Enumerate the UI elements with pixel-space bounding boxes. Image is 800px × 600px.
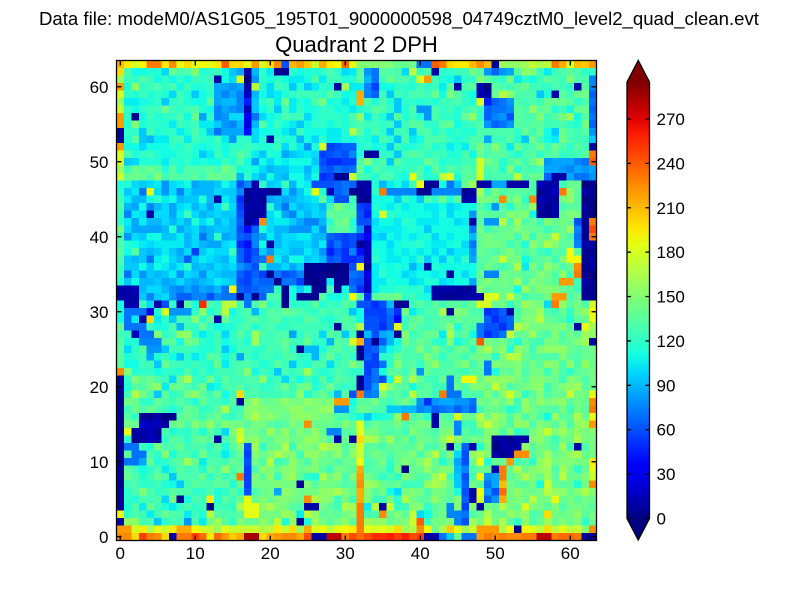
svg-text:30: 30 xyxy=(657,465,676,484)
svg-text:270: 270 xyxy=(657,110,685,129)
svg-text:210: 210 xyxy=(657,199,685,218)
svg-text:180: 180 xyxy=(657,243,685,262)
svg-text:10: 10 xyxy=(90,453,109,472)
svg-text:60: 60 xyxy=(657,421,676,440)
svg-text:30: 30 xyxy=(90,303,109,322)
svg-text:0: 0 xyxy=(116,544,125,563)
svg-text:150: 150 xyxy=(657,288,685,307)
svg-text:50: 50 xyxy=(90,153,109,172)
svg-text:Data file: modeM0/AS1G05_195T0: Data file: modeM0/AS1G05_195T01_90000005… xyxy=(39,8,760,30)
svg-text:20: 20 xyxy=(261,544,280,563)
svg-text:90: 90 xyxy=(657,376,676,395)
svg-text:240: 240 xyxy=(657,154,685,173)
svg-text:30: 30 xyxy=(336,544,355,563)
svg-text:0: 0 xyxy=(99,528,108,547)
svg-text:0: 0 xyxy=(657,510,666,529)
svg-text:Quadrant 2 DPH: Quadrant 2 DPH xyxy=(275,32,438,57)
svg-text:120: 120 xyxy=(657,332,685,351)
svg-text:60: 60 xyxy=(561,544,580,563)
svg-text:50: 50 xyxy=(486,544,505,563)
svg-text:40: 40 xyxy=(411,544,430,563)
svg-text:10: 10 xyxy=(186,544,205,563)
svg-text:60: 60 xyxy=(90,78,109,97)
svg-text:40: 40 xyxy=(90,228,109,247)
svg-text:20: 20 xyxy=(90,378,109,397)
